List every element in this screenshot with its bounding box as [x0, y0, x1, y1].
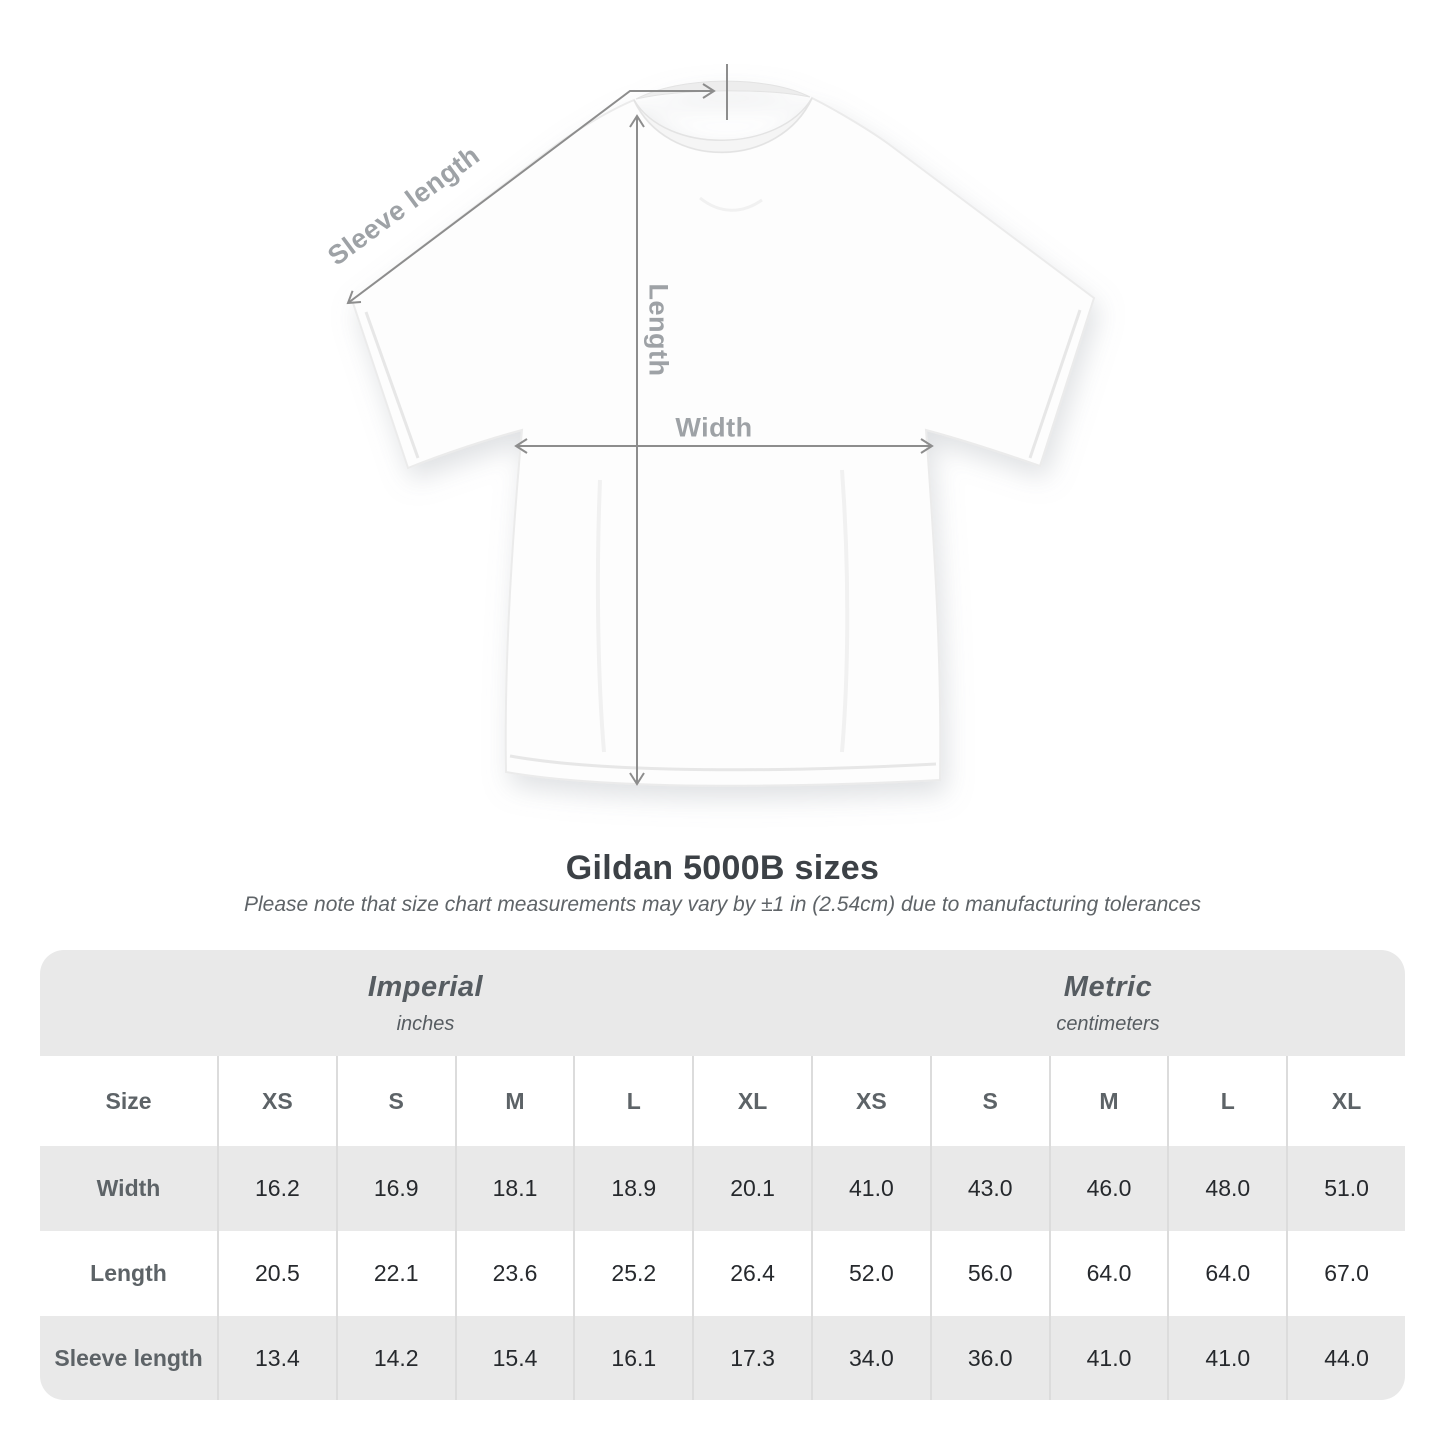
table-cell: 18.1	[454, 1146, 574, 1231]
table-cell: 20.1	[692, 1146, 811, 1231]
unit-group-sublabel: inches	[396, 1012, 455, 1035]
table-cell: 13.4	[217, 1316, 336, 1400]
row-label-width: Width	[40, 1146, 217, 1231]
table-cell: 56.0	[929, 1231, 1049, 1316]
unit-group-label: Metric	[1063, 970, 1153, 1003]
page-title: Gildan 5000B sizes	[565, 849, 880, 887]
table-cell: 14.2	[335, 1316, 455, 1400]
table-cell: 48.0	[1167, 1146, 1287, 1231]
size-col-header: L	[573, 1056, 693, 1146]
table-cell: 36.0	[929, 1316, 1049, 1400]
table-cell: 16.1	[573, 1316, 693, 1400]
table-cell: 41.0	[811, 1146, 930, 1231]
unit-group-metric: Metric centimeters	[811, 950, 1405, 1056]
size-col-header: S	[335, 1056, 455, 1146]
size-col-header: M	[454, 1056, 574, 1146]
table-cell: 25.2	[573, 1231, 693, 1316]
tshirt-measurement-diagram	[346, 64, 1096, 787]
table-cell: 64.0	[1167, 1231, 1287, 1316]
table-cell: 51.0	[1286, 1146, 1405, 1231]
table-cell: 18.9	[573, 1146, 693, 1231]
size-col-header: XS	[217, 1056, 336, 1146]
unit-group-sublabel: centimeters	[1056, 1012, 1160, 1035]
size-table: Imperial inches Metric centimeters Size …	[40, 950, 1405, 1400]
table-cell: 23.6	[454, 1231, 574, 1316]
table-cell: 64.0	[1048, 1231, 1168, 1316]
size-col-header: XL	[1286, 1056, 1405, 1146]
table-cell: 16.9	[335, 1146, 455, 1231]
row-label-length: Length	[40, 1231, 217, 1316]
table-cell: 20.5	[217, 1231, 336, 1316]
table-cell: 67.0	[1286, 1231, 1405, 1316]
sleeve-length-arrow	[346, 83, 716, 305]
unit-group-imperial: Imperial inches	[40, 950, 811, 1056]
table-cell: 43.0	[929, 1146, 1049, 1231]
table-cell: 41.0	[1167, 1316, 1287, 1400]
tolerance-note: Please note that size chart measurements…	[244, 893, 1201, 916]
table-cell: 22.1	[335, 1231, 455, 1316]
size-col-header: XL	[692, 1056, 811, 1146]
table-cell: 52.0	[811, 1231, 930, 1316]
table-cell: 15.4	[454, 1316, 574, 1400]
size-col-header: L	[1167, 1056, 1287, 1146]
table-cell: 44.0	[1286, 1316, 1405, 1400]
row-label-sleeve-length: Sleeve length	[40, 1316, 217, 1400]
table-cell: 26.4	[692, 1231, 811, 1316]
table-cell: 41.0	[1048, 1316, 1168, 1400]
width-label: Width	[675, 412, 753, 443]
size-col-header: S	[929, 1056, 1049, 1146]
table-cell: 17.3	[692, 1316, 811, 1400]
table-cell: 46.0	[1048, 1146, 1168, 1231]
unit-group-label: Imperial	[367, 970, 484, 1003]
length-label: Length	[643, 283, 674, 377]
size-col-header: M	[1048, 1056, 1168, 1146]
table-cell: 16.2	[217, 1146, 336, 1231]
size-col-header: XS	[811, 1056, 930, 1146]
corner-header: Size	[40, 1056, 217, 1146]
table-cell: 34.0	[811, 1316, 930, 1400]
